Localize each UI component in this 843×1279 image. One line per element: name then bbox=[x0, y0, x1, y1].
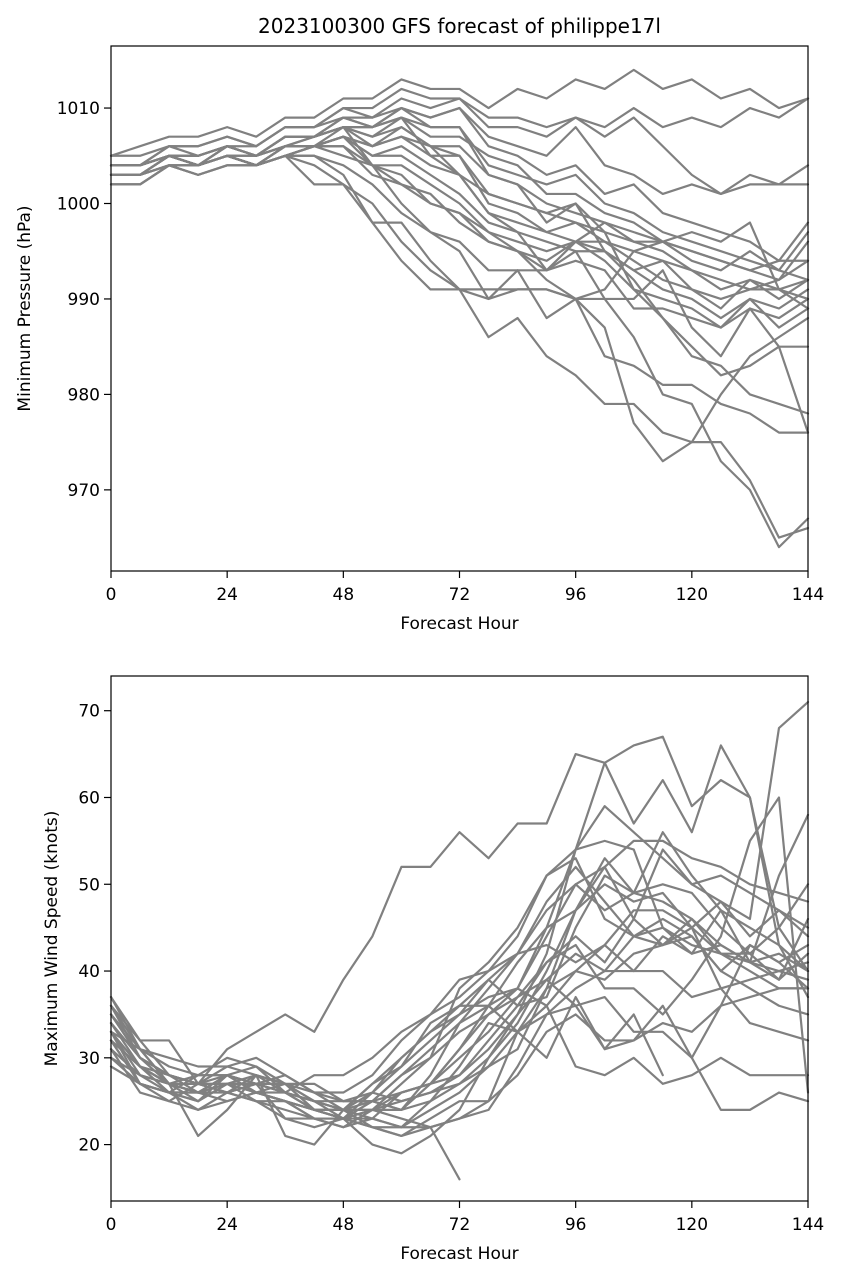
wind-y-ticks: 20 30 40 50 60 70 bbox=[78, 702, 111, 1156]
wind-plot-area bbox=[109, 700, 810, 1181]
wind-x-tick-label: 24 bbox=[216, 1215, 238, 1235]
pressure-plot-area bbox=[109, 68, 810, 549]
wind-series-line-13 bbox=[109, 935, 810, 1094]
pressure-x-tick-label: 0 bbox=[106, 585, 117, 605]
wind-x-axis-label: Forecast Hour bbox=[400, 1244, 518, 1264]
wind-x-tick-label: 96 bbox=[565, 1215, 587, 1235]
pressure-y-tick-label: 1010 bbox=[57, 99, 100, 119]
wind-y-tick-label: 40 bbox=[78, 962, 100, 982]
pressure-y-axis-label: Minimum Pressure (hPa) bbox=[15, 205, 35, 411]
pressure-chart: 2023100300 GFS forecast of philippe17l 0… bbox=[15, 14, 824, 634]
pressure-x-tick-label: 120 bbox=[676, 585, 708, 605]
pressure-y-tick-label: 1000 bbox=[57, 195, 100, 215]
pressure-series-line-3 bbox=[109, 97, 810, 196]
wind-y-tick-label: 60 bbox=[78, 788, 100, 808]
wind-y-tick-label: 70 bbox=[78, 702, 100, 722]
chart-title: 2023100300 GFS forecast of philippe17l bbox=[258, 14, 661, 38]
wind-series-line-4 bbox=[109, 744, 810, 1085]
pressure-y-ticks: 970 980 990 1000 1010 bbox=[57, 99, 111, 501]
wind-series-line-22 bbox=[109, 987, 810, 1111]
wind-y-tick-label: 30 bbox=[78, 1049, 100, 1069]
pressure-x-axis-label: Forecast Hour bbox=[400, 614, 518, 634]
wind-series-line-25 bbox=[109, 995, 664, 1111]
wind-y-tick-label: 50 bbox=[78, 875, 100, 895]
wind-x-tick-label: 48 bbox=[333, 1215, 355, 1235]
wind-x-tick-label: 72 bbox=[449, 1215, 471, 1235]
pressure-y-tick-label: 980 bbox=[68, 385, 100, 405]
pressure-x-tick-label: 96 bbox=[565, 585, 587, 605]
pressure-x-tick-label: 24 bbox=[216, 585, 238, 605]
pressure-y-tick-label: 970 bbox=[68, 481, 100, 501]
pressure-x-tick-label: 144 bbox=[792, 585, 824, 605]
wind-series-line-19 bbox=[109, 848, 810, 1129]
pressure-y-tick-label: 990 bbox=[68, 290, 100, 310]
wind-x-tick-label: 0 bbox=[106, 1215, 117, 1235]
wind-x-tick-label: 120 bbox=[676, 1215, 708, 1235]
pressure-x-tick-label: 48 bbox=[333, 585, 355, 605]
wind-y-axis-label: Maximum Wind Speed (knots) bbox=[42, 811, 62, 1067]
wind-x-ticks: 0 24 48 72 96 120 144 bbox=[106, 1201, 824, 1235]
wind-chart: 0 24 48 72 96 120 144 20 30 40 50 60 70 Forecast Ho… bbox=[42, 675, 824, 1264]
wind-y-tick-label: 20 bbox=[78, 1136, 100, 1156]
pressure-x-tick-label: 72 bbox=[449, 585, 471, 605]
wind-series-line-3 bbox=[109, 735, 810, 1094]
pressure-series-line-24 bbox=[109, 106, 810, 434]
pressure-x-ticks: 0 24 48 72 96 120 144 bbox=[106, 571, 824, 605]
wind-x-tick-label: 144 bbox=[792, 1215, 824, 1235]
pressure-series-line-1 bbox=[109, 68, 810, 157]
wind-series-line-24 bbox=[109, 995, 461, 1181]
